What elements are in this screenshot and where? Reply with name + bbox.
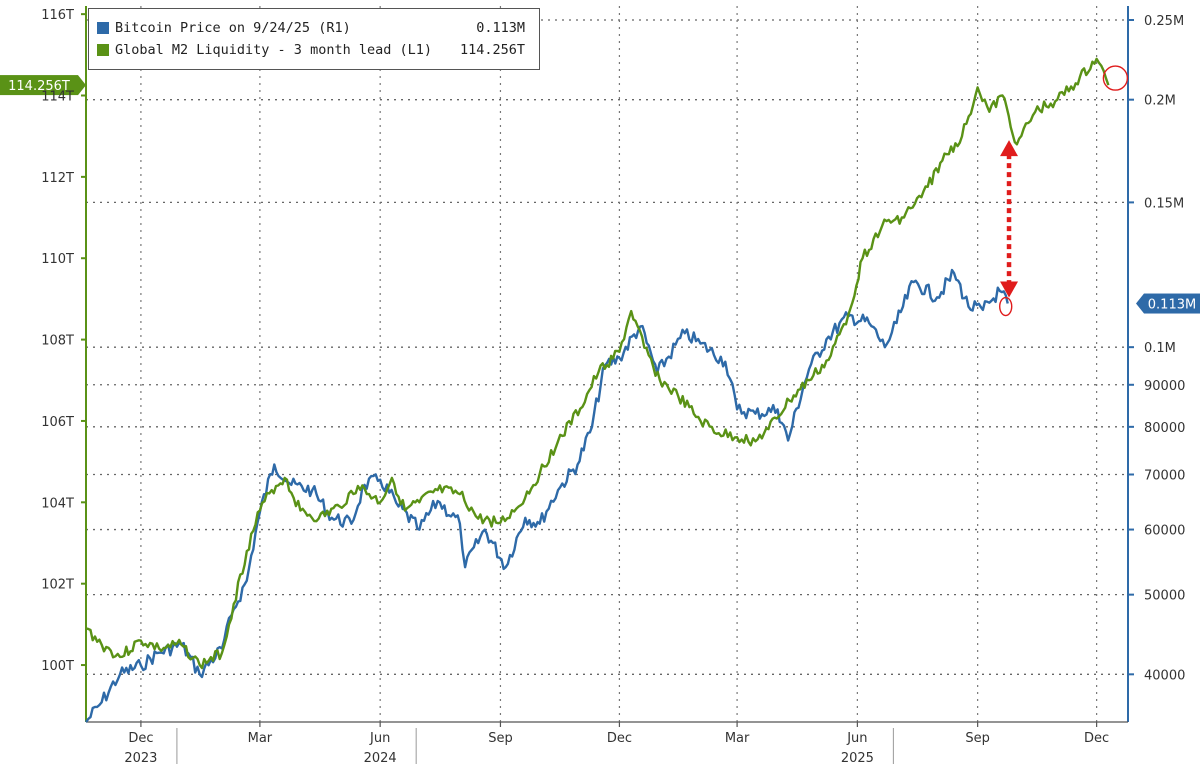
x-tick-label-2: Jun — [369, 731, 390, 746]
right-tick-label-7: 60000 — [1144, 524, 1185, 539]
left-tick-label-4: 108T — [41, 334, 74, 349]
legend-swatch-bitcoin — [97, 22, 109, 34]
legend-label-bitcoin: Bitcoin Price on 9/24/25 (R1) — [115, 20, 351, 36]
left-tick-label-6: 104T — [41, 496, 74, 511]
right-tick-label-0: 0.25M — [1144, 14, 1184, 29]
x-year-label-0: 2023 — [124, 751, 157, 765]
m2-end-circle — [1102, 65, 1129, 91]
x-tick-label-6: Jun — [846, 731, 867, 746]
right-tick-label-9: 40000 — [1144, 668, 1185, 683]
legend-item-bitcoin: Bitcoin Price on 9/24/25 (R1) 0.113M — [97, 19, 533, 37]
right-tick-label-6: 70000 — [1144, 469, 1185, 484]
left-tick-label-8: 100T — [41, 659, 74, 674]
left-tick-label-3: 110T — [41, 252, 74, 267]
x-tick-label-4: Dec — [607, 731, 632, 746]
gap-arrow-head-bottom — [1000, 281, 1019, 298]
x-tick-label-5: Mar — [725, 731, 750, 746]
bitcoin-price-line — [85, 268, 1009, 723]
m2-current-tag — [0, 75, 78, 96]
right-tick-label-3: 0.1M — [1144, 341, 1176, 356]
right-tick-label-1: 0.2M — [1144, 94, 1176, 109]
left-tick-label-0: 116T — [41, 8, 74, 23]
legend: Bitcoin Price on 9/24/25 (R1) 0.113M Glo… — [88, 8, 540, 70]
left-tick-label-1: 114T — [41, 90, 74, 105]
legend-label-m2: Global M2 Liquidity - 3 month lead (L1) — [115, 42, 432, 58]
bitcoin-current-tag-label: 0.113M — [1148, 298, 1196, 313]
right-tick-label-2: 0.15M — [1144, 196, 1184, 211]
series-lines — [85, 57, 1110, 723]
legend-value-m2: 114.256T — [459, 42, 525, 58]
x-year-label-2: 2024 — [364, 751, 397, 765]
x-tick-label-3: Sep — [488, 731, 513, 746]
right-tick-label-8: 50000 — [1144, 589, 1185, 604]
bitcoin-current-tag-pointer — [1136, 293, 1144, 314]
x-tick-label-8: Dec — [1084, 731, 1109, 746]
m2-liquidity-line — [85, 57, 1110, 670]
x-year-label-6: 2025 — [841, 751, 874, 765]
bitcoin-end-circle — [999, 296, 1013, 317]
left-tick-label-5: 106T — [41, 415, 74, 430]
gridlines — [86, 6, 1128, 722]
x-tick-label-7: Sep — [965, 731, 990, 746]
annotations: 114.256T 0.113M — [0, 65, 1200, 317]
m2-current-tag-label: 114.256T — [8, 79, 70, 94]
m2-current-tag-pointer — [78, 75, 86, 96]
legend-item-m2: Global M2 Liquidity - 3 month lead (L1) … — [97, 41, 533, 59]
left-tick-label-2: 112T — [41, 171, 74, 186]
left-tick-label-7: 102T — [41, 578, 74, 593]
x-tick-label-1: Mar — [248, 731, 273, 746]
axis-labels: 116T 114T 112T 110T 108T 106T 104T 102T 100T 0.25… — [41, 8, 1185, 765]
bitcoin-current-tag — [1144, 293, 1200, 314]
legend-swatch-m2 — [97, 44, 109, 56]
right-tick-label-5: 80000 — [1144, 421, 1185, 436]
gap-arrow-head-top — [1000, 140, 1019, 157]
axes — [81, 6, 1134, 764]
right-tick-label-4: 90000 — [1144, 379, 1185, 394]
x-tick-label-0: Dec — [128, 731, 153, 746]
legend-value-bitcoin: 0.113M — [476, 20, 525, 36]
